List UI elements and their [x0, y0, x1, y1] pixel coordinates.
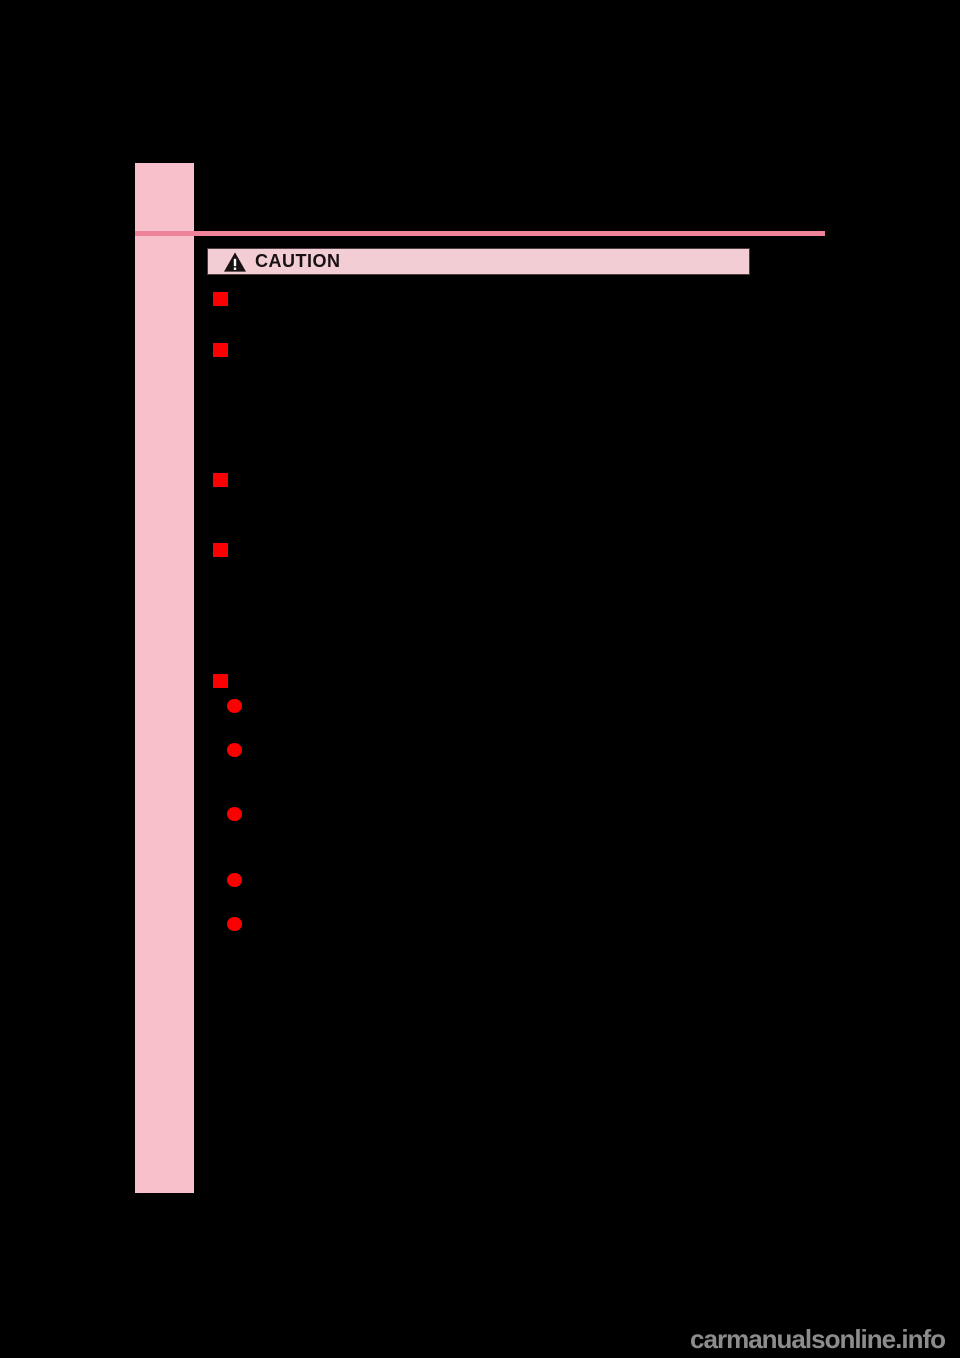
- section-bullet-square: [213, 343, 228, 357]
- list-bullet-circle: [227, 699, 242, 713]
- warning-triangle-icon: [224, 251, 246, 272]
- header-divider-line: [135, 231, 825, 236]
- list-bullet-circle: [227, 873, 242, 887]
- section-bullet-square: [213, 674, 228, 688]
- site-watermark: carmanualsonline.info: [690, 1324, 946, 1354]
- section-bullet-square: [213, 473, 228, 487]
- list-bullet-circle: [227, 807, 242, 821]
- section-bullet-square: [213, 292, 228, 306]
- list-bullet-circle: [227, 917, 242, 931]
- list-bullet-circle: [227, 743, 242, 757]
- caution-header-bar: CAUTION: [207, 248, 750, 275]
- section-bullet-square: [213, 543, 228, 557]
- caution-label: CAUTION: [255, 251, 341, 271]
- chapter-sidebar-tab: [135, 163, 194, 1193]
